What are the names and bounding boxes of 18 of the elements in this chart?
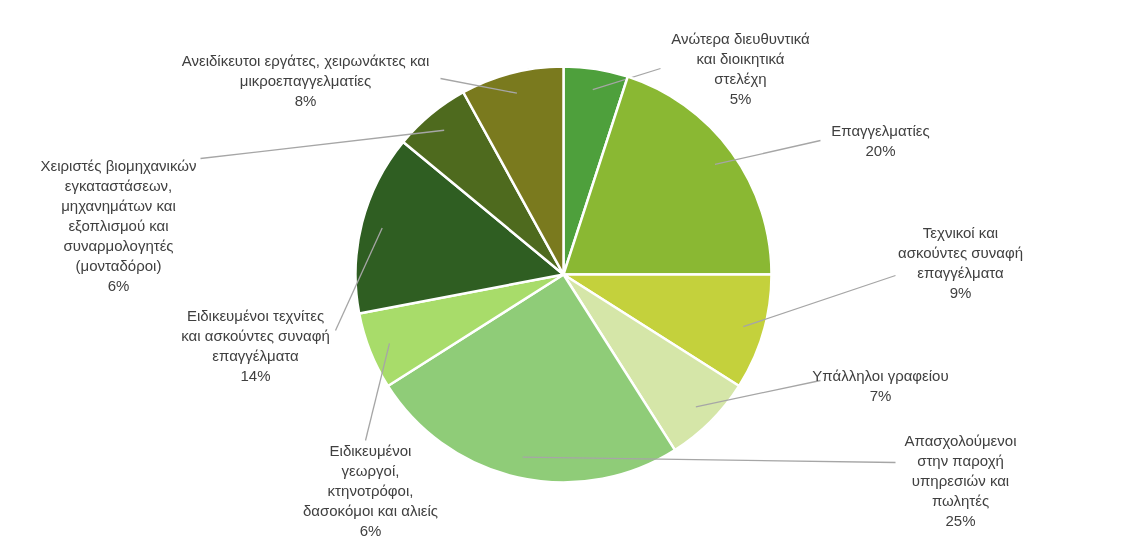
data-label: 9% (949, 284, 972, 301)
data-label: 8% (294, 92, 317, 109)
slice-label: Υπάλληλοι γραφείου (812, 367, 949, 384)
data-label: 7% (869, 387, 892, 404)
slice-label: Ανειδίκευτοι εργάτες, χειρωνάκτες και μικροεπαγγελματίες (181, 52, 430, 89)
data-label: 6% (107, 277, 130, 294)
data-label: 25% (945, 512, 976, 529)
data-label: 20% (865, 142, 896, 159)
slice-label: Χειριστές βιομηχανικών εγκαταστάσεων, μηχανημάτων και εξοπλισμού και συναρμολογητές (μονταδόροι) (40, 157, 197, 274)
slice-label: Τεχνικοί και ασκούντες συναφή επαγγέλματα (898, 224, 1024, 281)
slice-label: Ειδικευμένοι γεωργοί, κτηνοτρόφοι, δασοκόμοι και αλιείς (303, 442, 439, 519)
data-label: 6% (359, 522, 382, 539)
slice-label: Ανώτερα διευθυντικά και διοικητικά στελέχη (671, 30, 811, 87)
data-label: 14% (240, 367, 271, 384)
slice-label: Ειδικευμένοι τεχνίτες και ασκούντες συναφή επαγγέλματα (181, 307, 330, 364)
data-label: 5% (729, 90, 752, 107)
slice-label: Επαγγελματίες (831, 122, 930, 139)
slice-label: Απασχολούμενοι στην παροχή υπηρεσιών και πωλητές (904, 432, 1017, 509)
